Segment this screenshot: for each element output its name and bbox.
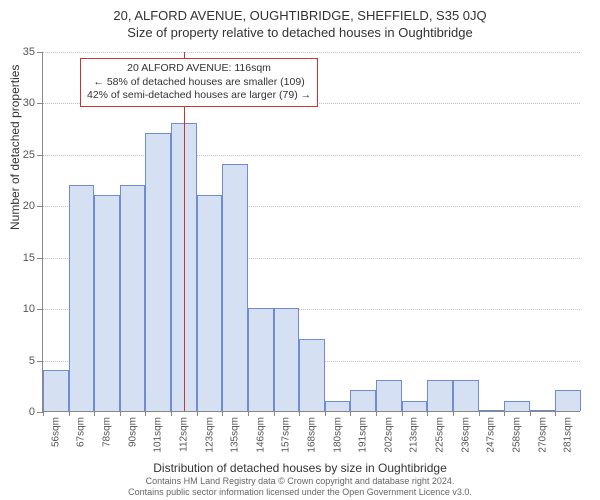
footer-line-1: Contains HM Land Registry data © Crown c… bbox=[0, 476, 600, 487]
x-tick bbox=[402, 411, 403, 416]
y-tick bbox=[37, 206, 43, 207]
annotation-line-3: 42% of semi-detached houses are larger (… bbox=[87, 89, 311, 103]
x-tick bbox=[376, 411, 377, 416]
x-tick-label: 78sqm bbox=[102, 411, 113, 447]
y-axis-label: Number of detached properties bbox=[8, 65, 22, 230]
y-tick-label: 35 bbox=[23, 46, 35, 58]
y-tick bbox=[37, 155, 43, 156]
x-tick-label: 90sqm bbox=[127, 411, 138, 447]
histogram-bar bbox=[248, 308, 274, 411]
x-tick bbox=[120, 411, 121, 416]
x-tick bbox=[222, 411, 223, 416]
x-tick-label: 112sqm bbox=[178, 411, 189, 452]
histogram-bar bbox=[376, 380, 402, 411]
x-tick bbox=[325, 411, 326, 416]
histogram-bar bbox=[555, 390, 581, 411]
x-tick-label: 180sqm bbox=[332, 411, 343, 453]
x-tick bbox=[145, 411, 146, 416]
x-tick-label: 157sqm bbox=[281, 411, 292, 453]
x-tick bbox=[94, 411, 95, 416]
x-tick bbox=[171, 411, 172, 416]
y-tick bbox=[37, 52, 43, 53]
x-tick-label: 236sqm bbox=[460, 411, 471, 453]
histogram-bar bbox=[145, 133, 171, 411]
x-tick bbox=[555, 411, 556, 416]
footer-line-2: Contains public sector information licen… bbox=[0, 487, 600, 498]
chart-subtitle: Size of property relative to detached ho… bbox=[0, 23, 600, 44]
x-tick-label: 146sqm bbox=[255, 411, 266, 453]
y-tick-label: 0 bbox=[29, 406, 35, 418]
y-tick-label: 20 bbox=[23, 200, 35, 212]
footer-attribution: Contains HM Land Registry data © Crown c… bbox=[0, 476, 600, 498]
histogram-bar bbox=[299, 339, 325, 411]
chart-area: 0510152025303556sqm67sqm78sqm90sqm101sqm… bbox=[42, 52, 580, 412]
x-tick-label: 247sqm bbox=[486, 411, 497, 453]
histogram-bar bbox=[325, 401, 351, 411]
x-tick-label: 101sqm bbox=[153, 411, 164, 453]
x-tick-label: 56sqm bbox=[50, 411, 61, 447]
histogram-bar bbox=[453, 380, 479, 411]
x-tick bbox=[274, 411, 275, 416]
histogram-bar bbox=[94, 195, 120, 411]
x-tick-label: 213sqm bbox=[409, 411, 420, 453]
x-tick bbox=[530, 411, 531, 416]
histogram-bar bbox=[69, 185, 95, 411]
x-tick bbox=[479, 411, 480, 416]
x-tick-label: 168sqm bbox=[307, 411, 318, 453]
x-tick-label: 123sqm bbox=[204, 411, 215, 453]
property-annotation: 20 ALFORD AVENUE: 116sqm ← 58% of detach… bbox=[80, 58, 318, 107]
histogram-bar bbox=[402, 401, 428, 411]
x-tick bbox=[43, 411, 44, 416]
x-tick bbox=[350, 411, 351, 416]
x-tick bbox=[299, 411, 300, 416]
x-tick-label: 258sqm bbox=[511, 411, 522, 453]
histogram-bar bbox=[350, 390, 376, 411]
x-tick bbox=[197, 411, 198, 416]
y-tick-label: 5 bbox=[29, 355, 35, 367]
x-tick-label: 135sqm bbox=[230, 411, 241, 453]
x-axis-label: Distribution of detached houses by size … bbox=[0, 461, 600, 475]
chart-title: 20, ALFORD AVENUE, OUGHTIBRIDGE, SHEFFIE… bbox=[0, 0, 600, 23]
y-tick-label: 15 bbox=[23, 252, 35, 264]
x-tick-label: 202sqm bbox=[383, 411, 394, 453]
y-tick bbox=[37, 309, 43, 310]
x-tick bbox=[504, 411, 505, 416]
x-tick bbox=[453, 411, 454, 416]
gridline bbox=[43, 155, 580, 156]
y-tick bbox=[37, 361, 43, 362]
histogram-bar bbox=[120, 185, 146, 411]
histogram-bar bbox=[427, 380, 453, 411]
x-tick-label: 270sqm bbox=[537, 411, 548, 453]
x-tick bbox=[69, 411, 70, 416]
histogram-bar bbox=[43, 370, 69, 411]
x-tick-label: 191sqm bbox=[358, 411, 369, 453]
histogram-bar bbox=[274, 308, 300, 411]
y-tick-label: 30 bbox=[23, 97, 35, 109]
x-tick bbox=[248, 411, 249, 416]
histogram-bar bbox=[197, 195, 223, 411]
histogram-bar bbox=[222, 164, 248, 411]
gridline bbox=[43, 52, 580, 53]
y-tick bbox=[37, 258, 43, 259]
y-tick bbox=[37, 103, 43, 104]
y-tick-label: 10 bbox=[23, 303, 35, 315]
y-tick-label: 25 bbox=[23, 149, 35, 161]
x-tick-label: 225sqm bbox=[435, 411, 446, 453]
x-tick bbox=[427, 411, 428, 416]
x-tick-label: 67sqm bbox=[76, 411, 87, 447]
annotation-line-1: 20 ALFORD AVENUE: 116sqm bbox=[87, 62, 311, 76]
x-tick-label: 281sqm bbox=[563, 411, 574, 453]
annotation-line-2: ← 58% of detached houses are smaller (10… bbox=[87, 76, 311, 90]
histogram-bar bbox=[504, 401, 530, 411]
